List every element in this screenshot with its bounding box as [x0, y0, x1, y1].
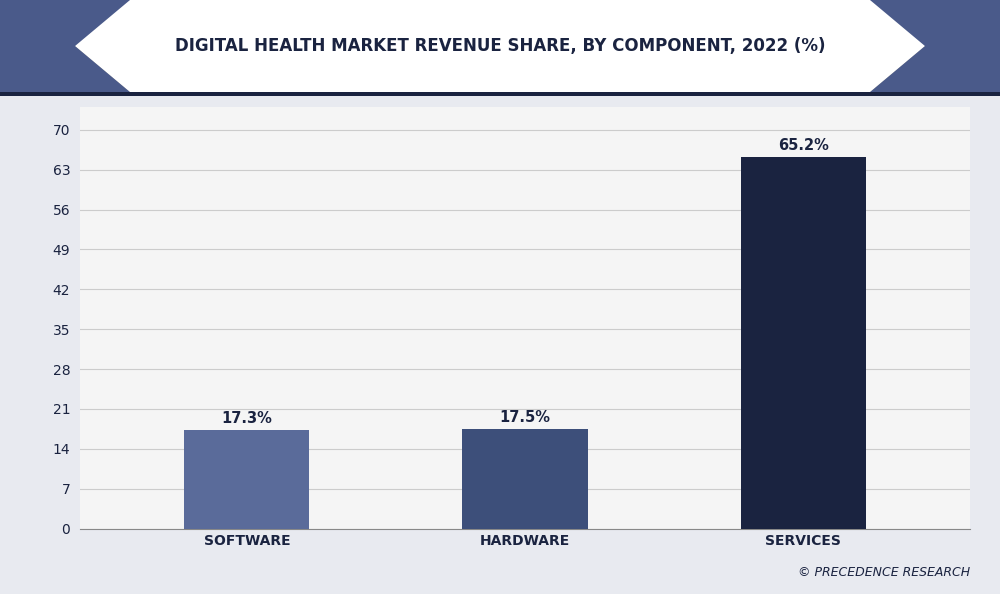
Bar — [462, 429, 588, 529]
Text: © PRECEDENCE RESEARCH: © PRECEDENCE RESEARCH — [798, 566, 970, 579]
Bar — [741, 157, 866, 529]
Text: DIGITAL HEALTH MARKET REVENUE SHARE, BY COMPONENT, 2022 (%): DIGITAL HEALTH MARKET REVENUE SHARE, BY … — [175, 37, 825, 55]
Bar — [184, 430, 309, 529]
Text: 65.2%: 65.2% — [778, 138, 829, 153]
Text: 17.3%: 17.3% — [221, 411, 272, 426]
Text: 17.5%: 17.5% — [500, 410, 550, 425]
